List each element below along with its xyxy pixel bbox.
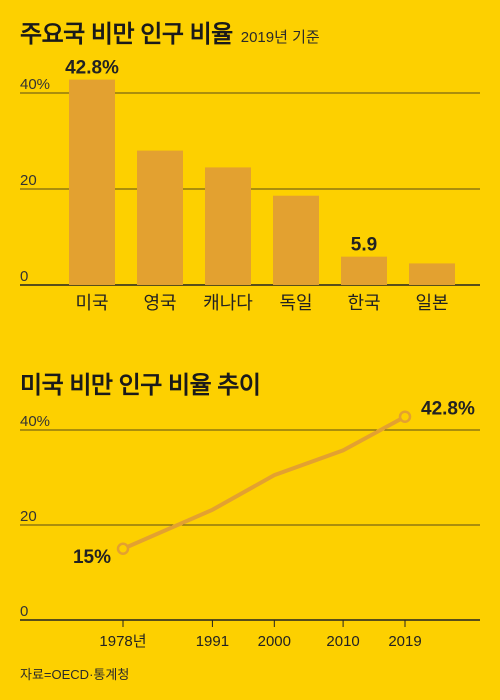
- bar-category-label: 캐나다: [203, 293, 253, 313]
- line-x-tick-label: 1978년: [99, 633, 146, 650]
- line-point-label: 15%: [73, 547, 111, 568]
- bar: [341, 256, 387, 285]
- bar-category-label: 독일: [279, 293, 312, 313]
- bar: [273, 195, 319, 285]
- line-y-tick-label: 20: [20, 508, 37, 525]
- line-point-marker: [116, 542, 130, 555]
- bar-category-label: 일본: [415, 293, 448, 313]
- bar-y-tick-label: 20: [20, 172, 37, 189]
- bar-chart-note: 2019년 기준: [240, 29, 320, 46]
- line-x-tick-label: 1991: [196, 633, 229, 650]
- bar-category-label: 한국: [347, 293, 380, 313]
- line-x-tick-label: 2010: [326, 633, 359, 650]
- bar-data-label: 42.8%: [65, 58, 119, 79]
- bar: [409, 263, 455, 285]
- bar-y-tick-label: 0: [20, 268, 28, 285]
- line-chart-title: 미국 비만 인구 비율 추이: [20, 372, 261, 399]
- line-point-label: 42.8%: [421, 399, 475, 420]
- bar-category-label: 미국: [75, 293, 108, 313]
- bar: [69, 79, 115, 285]
- line-series: [121, 414, 407, 551]
- bar-chart: 0 20 40% 미국 42.8% 영국 캐나다 독일 한국 5.9 일본: [20, 58, 480, 313]
- bar-category-label: 영국: [143, 293, 176, 313]
- line-point-marker: [398, 410, 412, 423]
- line-x-tick-label: 2019: [388, 633, 421, 650]
- bar: [137, 150, 183, 285]
- line-x-tick-label: 2000: [258, 633, 291, 650]
- line-y-tick-label: 0: [20, 603, 28, 620]
- bar-y-tick-label: 40%: [20, 76, 50, 93]
- line-chart: 0 20 40% 1978년 1991 2000 2010 2019 15% 42.8%: [20, 399, 480, 650]
- bar: [205, 167, 251, 285]
- bar-data-label: 5.9: [351, 235, 377, 256]
- bar-chart-title: 주요국 비만 인구 비율: [20, 21, 233, 48]
- bar-chart-heading: 주요국 비만 인구 비율 2019년 기준: [20, 14, 320, 49]
- source-note: 자료=OECD·통계청: [20, 667, 130, 682]
- line-y-tick-label: 40%: [20, 413, 50, 430]
